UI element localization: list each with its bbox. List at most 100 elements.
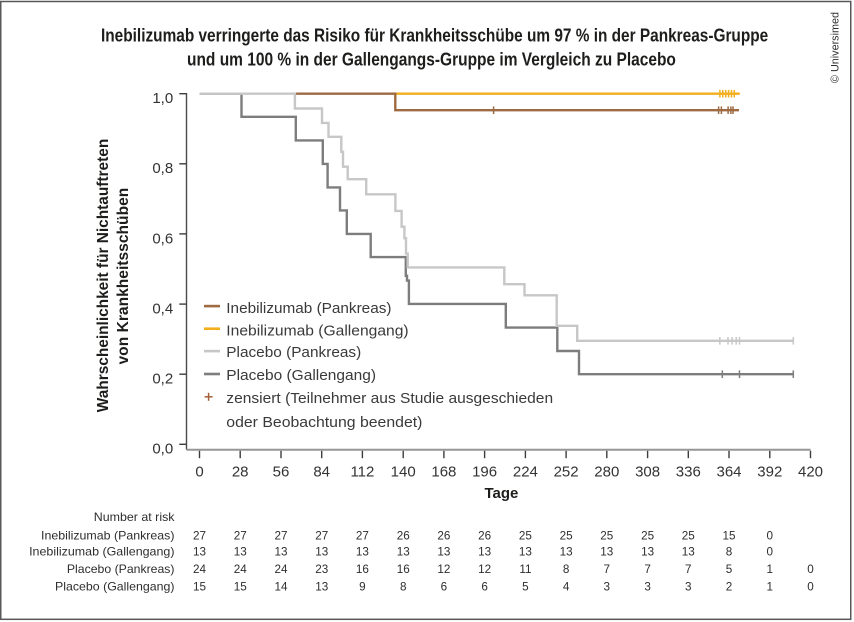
svg-text:25: 25 [519,529,533,542]
svg-text:13: 13 [478,545,491,558]
svg-text:0,8: 0,8 [152,160,173,177]
svg-text:26: 26 [478,529,491,542]
svg-text:7: 7 [685,563,692,576]
svg-text:0: 0 [807,563,814,576]
svg-text:16: 16 [356,563,369,576]
svg-text:420: 420 [798,463,823,480]
svg-text:0: 0 [767,545,774,558]
svg-text:15: 15 [722,529,736,542]
svg-text:5: 5 [522,580,529,593]
svg-text:0,6: 0,6 [152,230,173,247]
svg-text:15: 15 [193,580,207,593]
svg-text:Inebilizumab (Pankreas): Inebilizumab (Pankreas) [226,300,391,317]
svg-text:5: 5 [726,563,733,576]
svg-text:Inebilizumab (Gallengang): Inebilizumab (Gallengang) [226,323,408,340]
svg-text:24: 24 [193,563,207,576]
svg-text:224: 224 [513,463,538,480]
svg-text:6: 6 [441,580,448,593]
svg-text:28: 28 [232,463,249,480]
svg-text:25: 25 [682,529,696,542]
svg-text:9: 9 [359,580,366,593]
svg-text:1: 1 [767,563,774,576]
svg-text:0: 0 [807,580,814,593]
svg-text:364: 364 [716,463,741,480]
svg-text:6: 6 [481,580,488,593]
svg-text:27: 27 [234,529,247,542]
svg-text:1: 1 [767,580,774,593]
svg-text:Placebo (Gallengang): Placebo (Gallengang) [55,579,175,593]
svg-text:12: 12 [478,563,491,576]
svg-text:0: 0 [767,529,774,542]
svg-text:7: 7 [604,563,611,576]
svg-text:2: 2 [726,580,733,593]
svg-text:zensiert (Teilnehmer aus Studi: zensiert (Teilnehmer aus Studie ausgesch… [226,390,553,407]
svg-text:27: 27 [274,529,287,542]
svg-text:280: 280 [594,463,619,480]
svg-text:8: 8 [726,545,733,558]
svg-text:7: 7 [644,563,651,576]
svg-text:27: 27 [315,529,328,542]
svg-text:84: 84 [313,463,330,480]
svg-text:13: 13 [274,545,287,558]
svg-text:24: 24 [234,563,248,576]
svg-text:8: 8 [400,580,407,593]
svg-text:25: 25 [560,529,574,542]
svg-text:13: 13 [437,545,450,558]
svg-text:13: 13 [519,545,532,558]
svg-text:27: 27 [193,529,206,542]
svg-text:Wahrscheinlichkeit für Nichtau: Wahrscheinlichkeit für Nichtauftreten [95,139,112,413]
svg-text:und um 100 % in der Gallengang: und um 100 % in der Gallengangs-Gruppe i… [187,50,676,70]
svg-text:0,2: 0,2 [152,371,173,388]
svg-text:Placebo (Pankreas): Placebo (Pankreas) [67,562,175,576]
svg-text:15: 15 [234,580,248,593]
svg-text:13: 13 [315,580,328,593]
svg-text:Placebo (Gallengang): Placebo (Gallengang) [226,367,376,384]
svg-text:13: 13 [315,545,328,558]
svg-text:23: 23 [315,563,328,576]
svg-text:Inebilizumab (Gallengang): Inebilizumab (Gallengang) [29,544,174,558]
svg-text:3: 3 [644,580,651,593]
svg-text:13: 13 [560,545,573,558]
svg-text:0,4: 0,4 [152,301,173,318]
svg-text:252: 252 [554,463,579,480]
svg-text:1,0: 1,0 [152,90,173,107]
svg-text:27: 27 [356,529,369,542]
svg-text:13: 13 [641,545,654,558]
svg-text:56: 56 [273,463,290,480]
svg-text:Inebilizumab verringerte das R: Inebilizumab verringerte das Risiko für … [101,26,768,46]
svg-text:oder Beobachtung beendet): oder Beobachtung beendet) [226,414,422,431]
svg-text:196: 196 [472,463,497,480]
svg-text:13: 13 [193,545,206,558]
svg-text:13: 13 [234,545,247,558]
svg-text:© Universimed: © Universimed [829,12,841,83]
svg-text:308: 308 [635,463,660,480]
svg-text:12: 12 [437,563,450,576]
svg-text:392: 392 [757,463,782,480]
svg-text:0: 0 [195,463,203,480]
svg-text:0,0: 0,0 [152,441,173,458]
svg-text:Placebo (Pankreas): Placebo (Pankreas) [226,344,361,361]
svg-text:16: 16 [397,563,410,576]
svg-text:Tage: Tage [484,485,518,502]
svg-text:24: 24 [274,563,288,576]
svg-text:26: 26 [437,529,450,542]
svg-text:Number at risk: Number at risk [94,510,176,524]
svg-text:25: 25 [600,529,614,542]
svg-text:13: 13 [682,545,695,558]
svg-text:4: 4 [563,580,570,593]
svg-text:13: 13 [397,545,410,558]
svg-text:8: 8 [563,563,570,576]
svg-text:13: 13 [356,545,369,558]
svg-text:168: 168 [431,463,456,480]
svg-text:14: 14 [274,580,288,593]
svg-text:26: 26 [397,529,410,542]
svg-text:Inebilizumab (Pankreas): Inebilizumab (Pankreas) [41,528,175,542]
svg-text:140: 140 [391,463,416,480]
svg-text:11: 11 [519,563,531,576]
svg-text:von Krankheitsschüben: von Krankheitsschüben [115,188,132,365]
svg-text:25: 25 [641,529,655,542]
svg-text:13: 13 [600,545,613,558]
svg-text:112: 112 [350,463,374,480]
svg-text:336: 336 [676,463,701,480]
svg-text:3: 3 [604,580,611,593]
